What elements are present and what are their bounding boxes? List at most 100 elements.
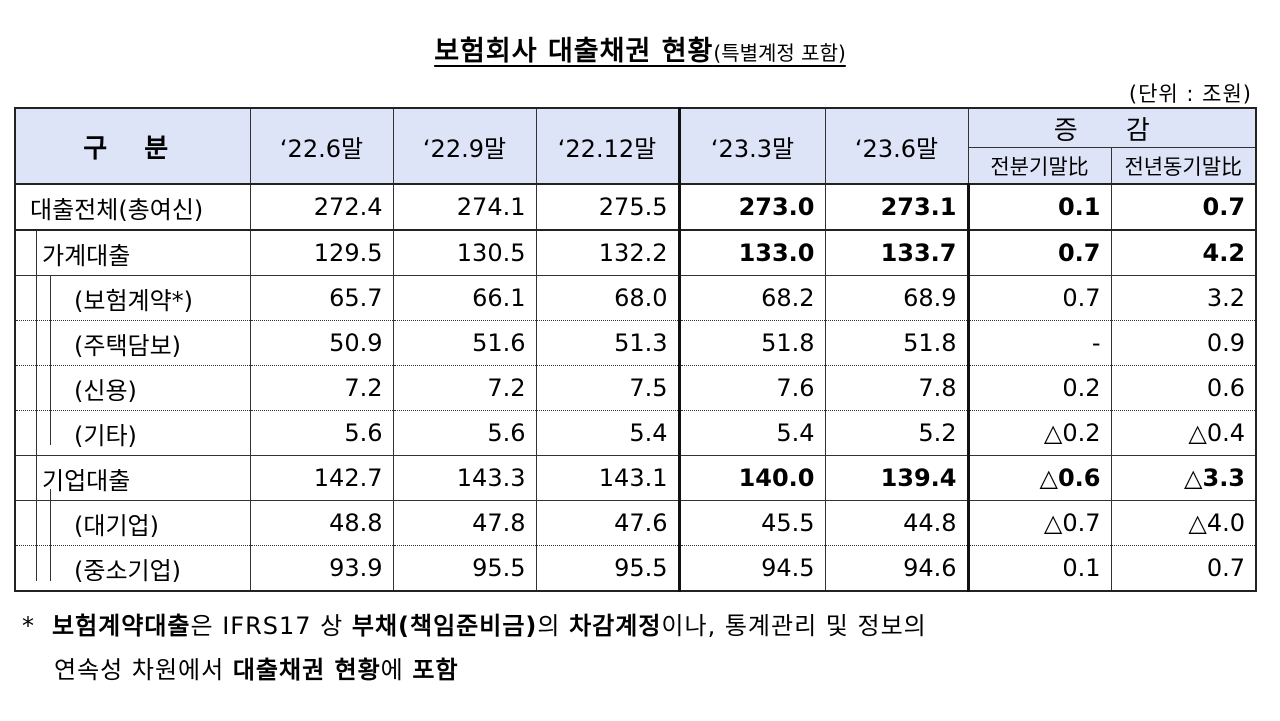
cell: 132.2 — [535, 230, 679, 276]
cell: 47.8 — [392, 500, 536, 546]
cell: 0.1 — [966, 183, 1111, 231]
footnote-line-2: 연속성 차원에서 대출채권 현황에 포함 — [22, 648, 1258, 692]
cell: 0.1 — [966, 545, 1111, 592]
cell: 7.8 — [824, 365, 968, 411]
cell: 0.7 — [1110, 545, 1258, 592]
cell: 66.1 — [392, 275, 536, 321]
header-period: ‘22.9말 — [392, 107, 536, 185]
header-change-yoy: 전년동기말比 — [1110, 147, 1258, 185]
cell: 48.8 — [249, 500, 393, 546]
cell: 5.2 — [824, 410, 968, 456]
cell: 143.3 — [392, 455, 536, 501]
row-label: (보험계약*) — [14, 275, 250, 321]
row-label: 가계대출 — [14, 230, 250, 276]
cell: 5.4 — [535, 410, 679, 456]
row-label: (기타) — [14, 410, 250, 456]
indent-guide — [50, 489, 51, 581]
cell: 7.2 — [249, 365, 393, 411]
loan-table: 구 분 ‘22.6말 ‘22.9말 ‘22.12말 ‘23.3말 ‘23.6말 … — [14, 107, 1258, 592]
cell: 0.7 — [966, 230, 1111, 276]
table-row: 가계대출 129.5 130.5 132.2 133.0 133.7 0.7 4… — [14, 230, 1258, 276]
page-title: 보험회사 대출채권 현황(특별계정 포함) — [0, 32, 1280, 75]
cell: △0.6 — [966, 455, 1111, 501]
table-row: (주택담보) 50.9 51.6 51.3 51.8 51.8 - 0.9 — [14, 320, 1258, 366]
cell: 272.4 — [249, 183, 393, 231]
cell: 133.7 — [824, 230, 968, 276]
header-period: ‘22.6말 — [249, 107, 393, 185]
cell: 94.5 — [677, 545, 825, 592]
table-row: 기업대출 142.7 143.3 143.1 140.0 139.4 △0.6 … — [14, 455, 1258, 501]
table-row: (보험계약*) 65.7 66.1 68.0 68.2 68.9 0.7 3.2 — [14, 275, 1258, 321]
cell: 0.6 — [1110, 365, 1258, 411]
cell: 68.2 — [677, 275, 825, 321]
cell: 45.5 — [677, 500, 825, 546]
row-label: 기업대출 — [14, 455, 250, 501]
cell: 47.6 — [535, 500, 679, 546]
row-label: 대출전체(총여신) — [14, 183, 250, 231]
cell: 68.0 — [535, 275, 679, 321]
table-row: (중소기업) 93.9 95.5 95.5 94.5 94.6 0.1 0.7 — [14, 545, 1258, 592]
row-label: (신용) — [14, 365, 250, 411]
table-row: (신용) 7.2 7.2 7.5 7.6 7.8 0.2 0.6 — [14, 365, 1258, 411]
cell: 273.0 — [677, 183, 825, 231]
cell: 3.2 — [1110, 275, 1258, 321]
cell: 140.0 — [677, 455, 825, 501]
cell: 5.4 — [677, 410, 825, 456]
table-row: 대출전체(총여신) 272.4 274.1 275.5 273.0 273.1 … — [14, 183, 1258, 231]
cell: 275.5 — [535, 183, 679, 231]
cell: 0.7 — [966, 275, 1111, 321]
cell: 68.9 — [824, 275, 968, 321]
cell: 4.2 — [1110, 230, 1258, 276]
cell: 0.2 — [966, 365, 1111, 411]
footnote-text: 포함 — [412, 656, 459, 684]
row-label: (중소기업) — [14, 545, 250, 592]
row-label: (대기업) — [14, 500, 250, 546]
cell: 274.1 — [392, 183, 536, 231]
cell: 44.8 — [824, 500, 968, 546]
cell: 0.9 — [1110, 320, 1258, 366]
footnote-text: 차감계정 — [569, 612, 662, 640]
header-period: ‘23.6말 — [824, 107, 968, 185]
cell: 93.9 — [249, 545, 393, 592]
cell: 143.1 — [535, 455, 679, 501]
header-period: ‘22.12말 — [535, 107, 679, 185]
cell: 7.2 — [392, 365, 536, 411]
table-row: (기타) 5.6 5.6 5.4 5.4 5.2 △0.2 △0.4 — [14, 410, 1258, 456]
cell: △0.4 — [1110, 410, 1258, 456]
indent-guide — [50, 275, 51, 445]
footnote-text: 의 — [537, 612, 570, 640]
header-row: 구 분 ‘22.6말 ‘22.9말 ‘22.12말 ‘23.3말 ‘23.6말 … — [14, 107, 1258, 185]
cell: 7.5 — [535, 365, 679, 411]
header-period: ‘23.3말 — [677, 107, 825, 185]
header-change-qoq: 전분기말比 — [967, 147, 1111, 185]
row-label: (주택담보) — [14, 320, 250, 366]
cell: △0.2 — [966, 410, 1111, 456]
unit-label: (단위 : 조원) — [1128, 82, 1252, 106]
indent-guide — [36, 231, 37, 581]
cell: 5.6 — [392, 410, 536, 456]
cell: 5.6 — [249, 410, 393, 456]
cell: 95.5 — [392, 545, 536, 592]
header-category: 구 분 — [14, 107, 250, 185]
cell: 94.6 — [824, 545, 968, 592]
cell: 130.5 — [392, 230, 536, 276]
header-change: 증 감 — [967, 107, 1258, 148]
footnote-text: 부채(책임준비금) — [351, 612, 538, 640]
footnote-text: 보험계약대출 — [52, 612, 191, 640]
footnote-text: 은 IFRS17 상 — [190, 612, 352, 640]
cell: 0.7 — [1110, 183, 1258, 231]
footnote-marker: * — [22, 612, 35, 640]
cell: 273.1 — [824, 183, 968, 231]
footnote-text: 연속성 차원에서 — [54, 656, 233, 684]
cell: 50.9 — [249, 320, 393, 366]
cell: 129.5 — [249, 230, 393, 276]
cell: △3.3 — [1110, 455, 1258, 501]
cell: 51.8 — [677, 320, 825, 366]
table-row: (대기업) 48.8 47.8 47.6 45.5 44.8 △0.7 △4.0 — [14, 500, 1258, 546]
cell: △4.0 — [1110, 500, 1258, 546]
cell: - — [966, 320, 1111, 366]
cell: 51.8 — [824, 320, 968, 366]
footnote-text: 이나, 통계관리 및 정보의 — [661, 612, 927, 640]
cell: 65.7 — [249, 275, 393, 321]
cell: 95.5 — [535, 545, 679, 592]
